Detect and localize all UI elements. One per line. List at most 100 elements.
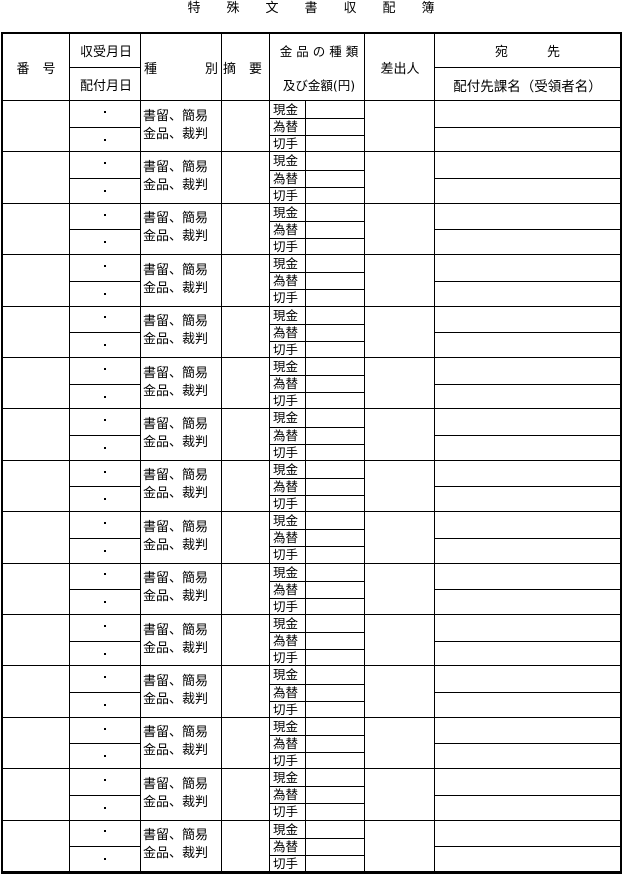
delivery-dept-cell[interactable]: [435, 486, 620, 512]
received-date-cell[interactable]: [104, 624, 106, 627]
addressee-cell[interactable]: [435, 564, 620, 590]
sender-cell[interactable]: [365, 101, 434, 151]
received-date-cell[interactable]: [104, 522, 106, 525]
money-amount-cell[interactable]: [306, 803, 364, 820]
addressee-cell[interactable]: [435, 255, 620, 281]
sender-cell[interactable]: [365, 512, 434, 562]
delivered-date-cell[interactable]: [104, 549, 106, 552]
money-amount-cell[interactable]: [306, 735, 364, 752]
delivered-date-cell[interactable]: [104, 703, 106, 706]
money-amount-cell[interactable]: [306, 101, 364, 118]
number-cell[interactable]: [3, 769, 69, 819]
number-cell[interactable]: [3, 307, 69, 357]
number-cell[interactable]: [3, 152, 69, 202]
addressee-cell[interactable]: [435, 666, 620, 692]
money-amount-cell[interactable]: [306, 341, 364, 358]
money-amount-cell[interactable]: [306, 324, 364, 341]
money-amount-cell[interactable]: [306, 581, 364, 598]
received-date-cell[interactable]: [104, 316, 106, 319]
number-cell[interactable]: [3, 564, 69, 614]
delivery-dept-cell[interactable]: [435, 332, 620, 358]
money-amount-cell[interactable]: [306, 204, 364, 221]
summary-cell[interactable]: [222, 152, 269, 202]
money-amount-cell[interactable]: [306, 444, 364, 461]
sender-cell[interactable]: [365, 461, 434, 511]
money-amount-cell[interactable]: [306, 649, 364, 666]
summary-cell[interactable]: [222, 461, 269, 511]
sender-cell[interactable]: [365, 769, 434, 819]
delivered-date-cell[interactable]: [104, 806, 106, 809]
money-amount-cell[interactable]: [306, 666, 364, 683]
addressee-cell[interactable]: [435, 615, 620, 641]
number-cell[interactable]: [3, 821, 69, 871]
sender-cell[interactable]: [365, 564, 434, 614]
summary-cell[interactable]: [222, 255, 269, 305]
sender-cell[interactable]: [365, 152, 434, 202]
money-amount-cell[interactable]: [306, 495, 364, 512]
addressee-cell[interactable]: [435, 718, 620, 744]
money-amount-cell[interactable]: [306, 855, 364, 872]
delivery-dept-cell[interactable]: [435, 281, 620, 307]
delivered-date-cell[interactable]: [104, 138, 106, 141]
money-amount-cell[interactable]: [306, 529, 364, 546]
addressee-cell[interactable]: [435, 512, 620, 538]
summary-cell[interactable]: [222, 512, 269, 562]
delivered-date-cell[interactable]: [104, 292, 106, 295]
money-amount-cell[interactable]: [306, 358, 364, 375]
received-date-cell[interactable]: [104, 419, 106, 422]
number-cell[interactable]: [3, 615, 69, 665]
delivery-dept-cell[interactable]: [435, 229, 620, 255]
addressee-cell[interactable]: [435, 307, 620, 333]
money-amount-cell[interactable]: [306, 701, 364, 718]
delivery-dept-cell[interactable]: [435, 846, 620, 872]
number-cell[interactable]: [3, 461, 69, 511]
addressee-cell[interactable]: [435, 358, 620, 384]
addressee-cell[interactable]: [435, 204, 620, 230]
delivered-date-cell[interactable]: [104, 498, 106, 501]
received-date-cell[interactable]: [104, 265, 106, 268]
money-amount-cell[interactable]: [306, 392, 364, 409]
sender-cell[interactable]: [365, 718, 434, 768]
number-cell[interactable]: [3, 204, 69, 254]
summary-cell[interactable]: [222, 358, 269, 408]
money-amount-cell[interactable]: [306, 307, 364, 324]
delivered-date-cell[interactable]: [104, 652, 106, 655]
number-cell[interactable]: [3, 409, 69, 459]
number-cell[interactable]: [3, 101, 69, 151]
received-date-cell[interactable]: [104, 367, 106, 370]
delivery-dept-cell[interactable]: [435, 589, 620, 615]
addressee-cell[interactable]: [435, 152, 620, 178]
summary-cell[interactable]: [222, 666, 269, 716]
money-amount-cell[interactable]: [306, 838, 364, 855]
delivered-date-cell[interactable]: [104, 189, 106, 192]
number-cell[interactable]: [3, 666, 69, 716]
money-amount-cell[interactable]: [306, 289, 364, 306]
summary-cell[interactable]: [222, 615, 269, 665]
money-amount-cell[interactable]: [306, 598, 364, 615]
delivered-date-cell[interactable]: [104, 446, 106, 449]
delivered-date-cell[interactable]: [104, 241, 106, 244]
number-cell[interactable]: [3, 255, 69, 305]
received-date-cell[interactable]: [104, 213, 106, 216]
sender-cell[interactable]: [365, 409, 434, 459]
summary-cell[interactable]: [222, 564, 269, 614]
received-date-cell[interactable]: [104, 830, 106, 833]
sender-cell[interactable]: [365, 255, 434, 305]
received-date-cell[interactable]: [104, 162, 106, 165]
addressee-cell[interactable]: [435, 101, 620, 127]
money-amount-cell[interactable]: [306, 684, 364, 701]
number-cell[interactable]: [3, 512, 69, 562]
delivery-dept-cell[interactable]: [435, 538, 620, 564]
sender-cell[interactable]: [365, 358, 434, 408]
money-amount-cell[interactable]: [306, 135, 364, 152]
delivery-dept-cell[interactable]: [435, 127, 620, 153]
money-amount-cell[interactable]: [306, 821, 364, 838]
addressee-cell[interactable]: [435, 769, 620, 795]
received-date-cell[interactable]: [104, 779, 106, 782]
delivery-dept-cell[interactable]: [435, 743, 620, 769]
money-amount-cell[interactable]: [306, 564, 364, 581]
sender-cell[interactable]: [365, 666, 434, 716]
money-amount-cell[interactable]: [306, 461, 364, 478]
summary-cell[interactable]: [222, 718, 269, 768]
money-amount-cell[interactable]: [306, 427, 364, 444]
